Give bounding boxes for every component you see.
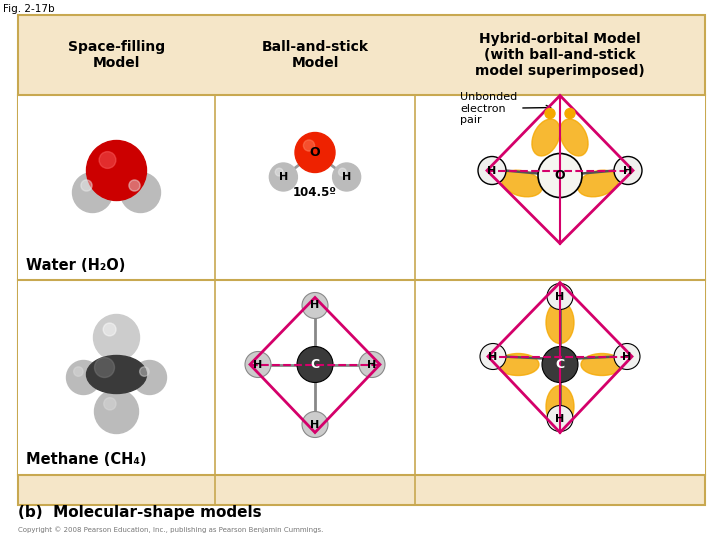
Text: H: H [253,360,263,369]
Ellipse shape [546,301,574,343]
Text: O: O [310,146,320,159]
Circle shape [333,163,361,191]
Circle shape [81,180,92,191]
Circle shape [129,180,140,191]
Circle shape [545,109,555,118]
Circle shape [269,163,297,191]
Text: (b)  Molecular-shape models: (b) Molecular-shape models [18,505,261,521]
Text: H: H [622,352,631,361]
Text: H: H [367,360,377,369]
Text: H: H [487,165,497,176]
Text: H: H [488,352,498,361]
Text: H: H [555,292,564,301]
Circle shape [245,352,271,377]
Ellipse shape [577,170,618,197]
Circle shape [104,397,116,410]
Circle shape [99,152,116,168]
Text: H: H [310,420,320,429]
Text: Unbonded
electron
pair: Unbonded electron pair [460,92,551,125]
Ellipse shape [497,354,539,375]
Circle shape [103,323,116,336]
Circle shape [73,367,84,376]
Ellipse shape [560,119,588,156]
Text: O: O [554,169,565,182]
Text: Fig. 2-17b: Fig. 2-17b [3,4,55,14]
Circle shape [338,168,346,176]
Text: Hybrid-orbital Model
(with ball-and-stick
model superimposed): Hybrid-orbital Model (with ball-and-stic… [475,32,645,78]
Circle shape [94,389,138,434]
Circle shape [614,157,642,185]
Ellipse shape [532,119,560,156]
Ellipse shape [546,386,574,428]
Circle shape [478,157,506,185]
Circle shape [565,109,575,118]
Circle shape [73,172,112,213]
Text: Copyright © 2008 Pearson Education, Inc., publishing as Pearson Benjamin Cumming: Copyright © 2008 Pearson Education, Inc.… [18,526,323,534]
Circle shape [302,293,328,319]
Circle shape [480,343,506,369]
Circle shape [275,168,283,176]
Circle shape [614,343,640,369]
Text: Methane (CH₄): Methane (CH₄) [26,453,146,468]
Circle shape [140,367,149,376]
Text: H: H [310,300,320,310]
Circle shape [538,153,582,198]
Ellipse shape [86,355,146,394]
Bar [18,95,705,475]
Text: C: C [310,358,320,371]
Text: Water (H₂O): Water (H₂O) [26,258,125,273]
Circle shape [547,406,573,431]
Circle shape [303,140,315,151]
Ellipse shape [502,170,542,197]
Circle shape [359,352,385,377]
Circle shape [132,361,166,395]
Circle shape [297,347,333,382]
Text: Space-filling
Model: Space-filling Model [68,40,165,70]
Text: Ball-and-stick
Model: Ball-and-stick Model [261,40,369,70]
Circle shape [66,361,101,395]
Circle shape [94,357,114,377]
Circle shape [295,132,335,172]
Text: H: H [624,165,633,176]
Ellipse shape [581,354,623,375]
Circle shape [302,411,328,437]
Text: H: H [342,172,351,182]
Circle shape [94,314,140,361]
Circle shape [547,284,573,309]
Circle shape [86,140,146,200]
Circle shape [120,172,161,213]
Text: 104.5º: 104.5º [293,186,337,199]
Circle shape [542,347,578,382]
Text: H: H [555,414,564,423]
Text: C: C [555,358,564,371]
Text: H: H [279,172,288,182]
